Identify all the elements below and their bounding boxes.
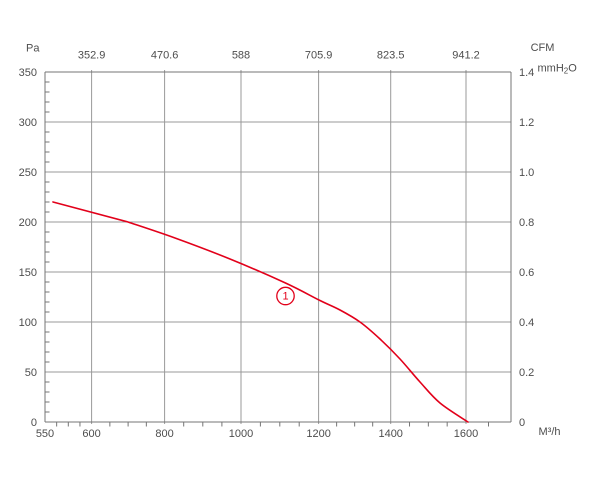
svg-text:0: 0: [31, 417, 37, 429]
svg-text:705.9: 705.9: [305, 50, 333, 62]
svg-text:0.2: 0.2: [519, 367, 534, 379]
svg-text:Pa: Pa: [26, 43, 40, 55]
svg-text:0.8: 0.8: [519, 217, 534, 229]
svg-text:1.0: 1.0: [519, 167, 534, 179]
svg-text:100: 100: [19, 317, 37, 329]
svg-text:1400: 1400: [378, 428, 402, 440]
svg-text:823.5: 823.5: [377, 50, 405, 62]
svg-text:0.4: 0.4: [519, 317, 534, 329]
svg-text:150: 150: [19, 267, 37, 279]
svg-text:352.9: 352.9: [78, 50, 106, 62]
svg-text:M³/h: M³/h: [539, 426, 561, 438]
svg-text:1: 1: [282, 291, 288, 303]
svg-text:50: 50: [25, 367, 37, 379]
svg-text:mmH2O: mmH2O: [538, 63, 578, 76]
svg-text:1200: 1200: [306, 428, 330, 440]
svg-text:1600: 1600: [454, 428, 478, 440]
svg-text:1.4: 1.4: [519, 67, 534, 79]
svg-text:550: 550: [36, 428, 54, 440]
svg-text:1000: 1000: [229, 428, 253, 440]
svg-text:0: 0: [519, 417, 525, 429]
svg-text:800: 800: [155, 428, 173, 440]
svg-text:600: 600: [82, 428, 100, 440]
svg-text:200: 200: [19, 217, 37, 229]
svg-text:CFM: CFM: [531, 42, 555, 54]
svg-text:941.2: 941.2: [452, 50, 480, 62]
svg-text:250: 250: [19, 167, 37, 179]
svg-text:588: 588: [232, 50, 250, 62]
svg-text:0.6: 0.6: [519, 267, 534, 279]
svg-text:300: 300: [19, 117, 37, 129]
svg-text:470.6: 470.6: [151, 50, 179, 62]
svg-text:350: 350: [19, 67, 37, 79]
svg-text:1.2: 1.2: [519, 117, 534, 129]
